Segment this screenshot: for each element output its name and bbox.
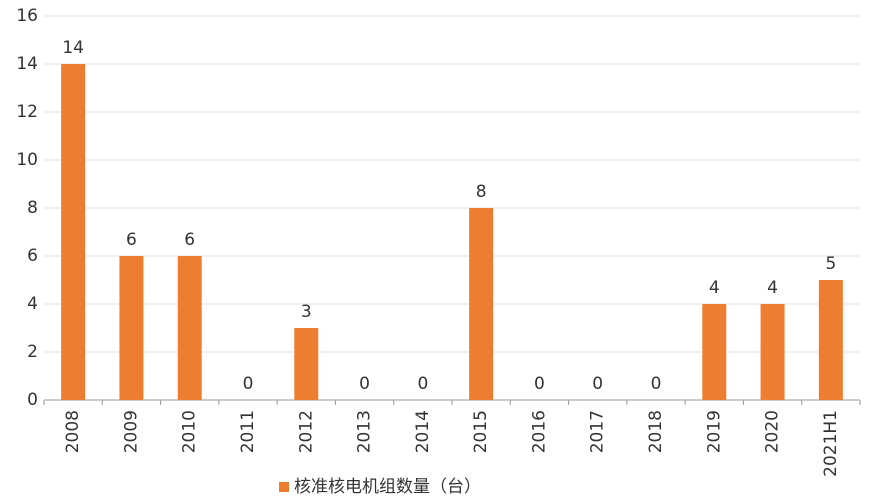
- x-tick-label: 2019: [704, 410, 724, 453]
- data-label: 0: [592, 374, 603, 394]
- x-tick-label: 2010: [180, 410, 200, 453]
- y-tick-label: 8: [27, 198, 38, 218]
- bar: [61, 64, 86, 400]
- data-label: 8: [476, 182, 487, 202]
- x-tick-label: 2009: [121, 410, 141, 453]
- x-tick-label: 2016: [529, 410, 549, 453]
- x-tick-label: 2020: [763, 410, 783, 453]
- data-label: 6: [126, 230, 137, 250]
- bar: [177, 256, 202, 400]
- y-tick-label: 6: [27, 246, 38, 266]
- y-tick-label: 10: [16, 150, 38, 170]
- y-tick-label: 14: [16, 54, 38, 74]
- x-tick-label: 2021H1: [821, 410, 841, 477]
- x-tick-label: 2014: [413, 410, 433, 453]
- y-tick-label: 2: [27, 342, 38, 362]
- bar: [294, 328, 319, 400]
- data-label: 5: [825, 254, 836, 274]
- x-tick-label: 2018: [646, 410, 666, 453]
- bar: [119, 256, 144, 400]
- data-label: 4: [709, 278, 720, 298]
- y-tick-label: 4: [27, 294, 38, 314]
- x-tick-label: 2015: [471, 410, 491, 453]
- data-label: 0: [534, 374, 545, 394]
- data-label: 0: [651, 374, 662, 394]
- legend-swatch: [279, 482, 289, 492]
- data-label: 0: [359, 374, 370, 394]
- y-tick-label: 16: [16, 6, 38, 26]
- data-label: 14: [62, 38, 84, 58]
- y-tick-label: 0: [27, 390, 38, 410]
- x-tick-label: 2008: [63, 410, 83, 453]
- y-tick-label: 12: [16, 102, 38, 122]
- bar: [702, 304, 727, 400]
- data-label: 0: [417, 374, 428, 394]
- x-tick-label: 2013: [355, 410, 375, 453]
- legend-label: 核准核电机组数量（台）: [294, 477, 481, 497]
- data-label: 0: [243, 374, 254, 394]
- bar: [818, 280, 843, 400]
- x-tick-label: 2017: [588, 410, 608, 453]
- x-tick-label: 2011: [238, 410, 258, 453]
- data-label: 4: [767, 278, 778, 298]
- x-tick-label: 2012: [296, 410, 316, 453]
- data-label: 3: [301, 302, 312, 322]
- bar: [760, 304, 785, 400]
- legend: 核准核电机组数量（台）: [279, 477, 481, 497]
- data-label: 6: [184, 230, 195, 250]
- bar: [469, 208, 494, 400]
